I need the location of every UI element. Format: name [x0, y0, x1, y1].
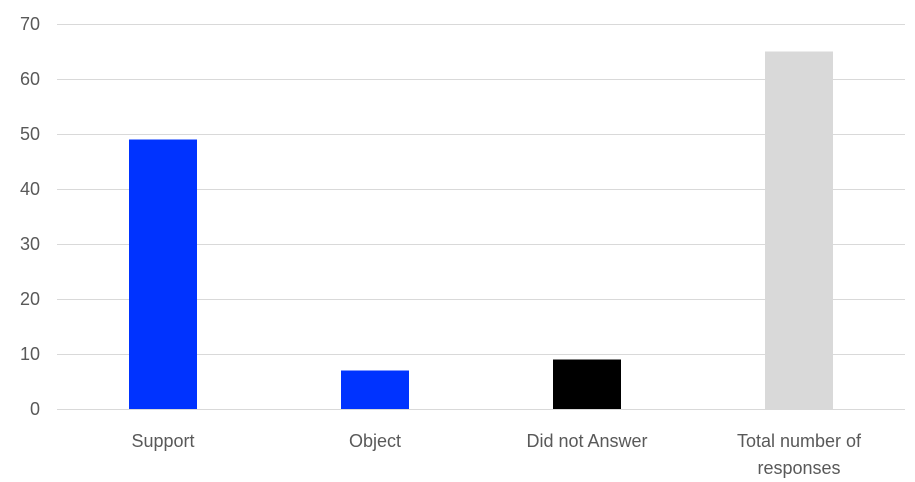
x-axis-category-labels: Support Object Did not Answer Total number …: [131, 431, 862, 478]
y-tick-label: 50: [20, 124, 40, 144]
bars: [129, 51, 833, 409]
x-category-label: Support: [131, 431, 194, 451]
y-tick-label: 30: [20, 234, 40, 254]
x-category-label: Did not Answer: [526, 431, 647, 451]
y-tick-label: 40: [20, 179, 40, 199]
y-tick-label: 70: [20, 14, 40, 34]
bar: [129, 139, 197, 409]
y-tick-label: 0: [30, 399, 40, 419]
gridlines: [57, 24, 905, 410]
y-tick-label: 60: [20, 69, 40, 89]
x-category-label: Total number of responses: [737, 431, 862, 478]
y-tick-label: 20: [20, 289, 40, 309]
bar: [341, 370, 409, 409]
x-category-label: Object: [349, 431, 401, 451]
y-axis-tick-labels: 0 10 20 30 40 50 60 70: [20, 14, 40, 419]
bar: [553, 359, 621, 409]
y-tick-label: 10: [20, 344, 40, 364]
bar: [765, 51, 833, 409]
